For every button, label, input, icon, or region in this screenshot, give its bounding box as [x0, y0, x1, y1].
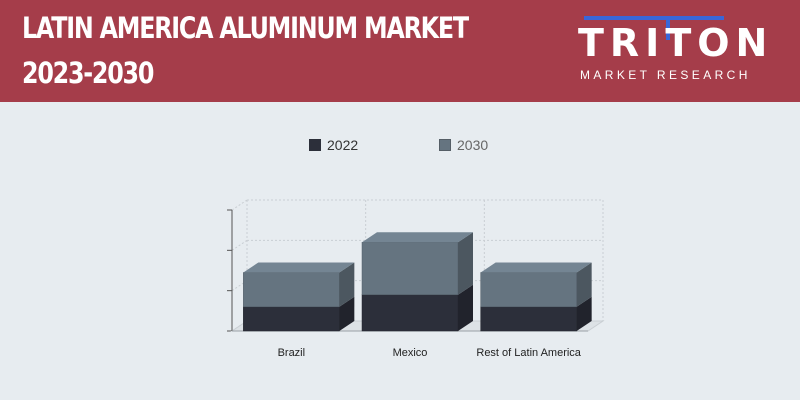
legend-item-2022: 2022 — [309, 136, 358, 154]
bar-rest-of-latin-america-2030-front — [480, 272, 577, 308]
bar-rest-of-latin-america-2030-side — [576, 262, 592, 307]
bar-mexico-2030-top — [362, 232, 473, 243]
legend-label-2022: 2022 — [327, 137, 359, 153]
grid-side-line — [231, 280, 248, 292]
legend-item-2030: 2030 — [439, 136, 488, 154]
bar-mexico-2022-side — [458, 284, 473, 331]
chart-legend: 2022 2030 — [0, 136, 800, 154]
grid-side-line — [231, 199, 248, 211]
bar-mexico-2030-front — [361, 242, 459, 295]
bar-rest-of-latin-america-2022-front — [480, 306, 577, 332]
x-tick-label: Mexico — [393, 347, 428, 359]
header-banner: LATIN AMERICA ALUMINUM MARKET 2023-2030 … — [0, 0, 800, 102]
x-tick-label: Rest of Latin America — [476, 347, 581, 359]
x-tick-label: Brazil — [278, 347, 306, 359]
bar-brazil-2030-front — [243, 272, 340, 308]
title-line-2: 2023-2030 — [22, 56, 154, 90]
triton-logo: TRITON MARKET RESEARCH — [578, 16, 768, 86]
bar-brazil-2030-side — [339, 262, 355, 307]
logo-bar-stem — [666, 16, 670, 40]
legend-label-2030: 2030 — [457, 137, 489, 153]
bar-brazil-2030-top — [243, 262, 355, 273]
bar-rest-of-latin-america-2030-top — [480, 262, 592, 273]
bar-mexico-2030-side — [458, 232, 473, 295]
bar-mexico-2022-front — [361, 294, 459, 332]
logo-word: TRITON — [578, 21, 774, 65]
bar-brazil-2022-front — [243, 306, 340, 332]
logo-subtitle: MARKET RESEARCH — [580, 68, 751, 82]
bar-rest-of-latin-america-2022-side — [576, 296, 592, 331]
page-title: LATIN AMERICA ALUMINUM MARKET 2023-2030 — [22, 6, 469, 96]
logo-bar — [584, 16, 724, 20]
grid-side-line — [231, 239, 248, 251]
bar-brazil-2022-side — [339, 296, 355, 331]
legend-swatch-2030 — [439, 139, 451, 151]
legend-swatch-2022 — [309, 139, 321, 151]
title-line-1: LATIN AMERICA ALUMINUM MARKET — [22, 11, 469, 45]
